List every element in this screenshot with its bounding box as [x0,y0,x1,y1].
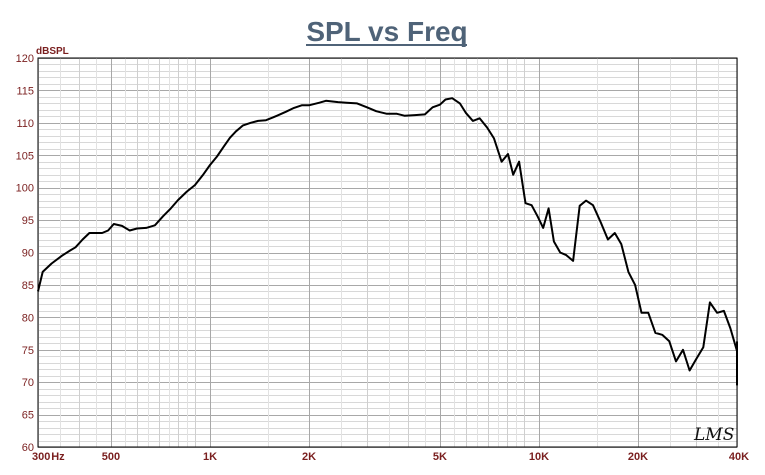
y-tick-label: 95 [22,215,34,227]
y-axis-label: dBSPL [36,46,69,57]
x-tick-label: 5K [433,451,447,463]
x-tick-label: Hz [51,451,65,463]
x-tick-label: 40K [729,451,749,463]
y-tick-label: 70 [22,377,34,389]
lms-watermark: LMS [693,425,734,445]
x-tick-label: 20K [628,451,648,463]
plot-frame [37,57,738,448]
y-tick-label: 75 [22,345,34,357]
y-tick-label: 120 [16,53,34,65]
x-tick-label: 1K [203,451,217,463]
y-tick-labels: 60 65 70 75 80 85 90 95 100 105 110 115 120 [16,53,34,454]
grid [38,58,738,448]
y-tick-label: 85 [22,280,34,292]
x-tick-label: 10K [529,451,549,463]
x-tick-label: 500 [102,451,120,463]
x-tick-label: 300 [32,451,50,463]
y-tick-label: 100 [16,183,34,195]
spl-series-line [37,97,738,386]
y-tick-label: 110 [16,118,34,130]
y-tick-label: 65 [22,410,34,422]
y-tick-label: 60 [22,442,34,454]
x-tick-labels: 300 Hz 500 1K 2K 5K 10K 20K 40K [32,451,749,463]
y-tick-label: 90 [22,248,34,260]
x-tick-label: 2K [302,451,316,463]
chart-title: SPL vs Freq [306,16,467,47]
y-tick-label: 80 [22,312,34,324]
y-tick-label: 105 [16,150,34,162]
y-tick-label: 115 [16,85,34,97]
